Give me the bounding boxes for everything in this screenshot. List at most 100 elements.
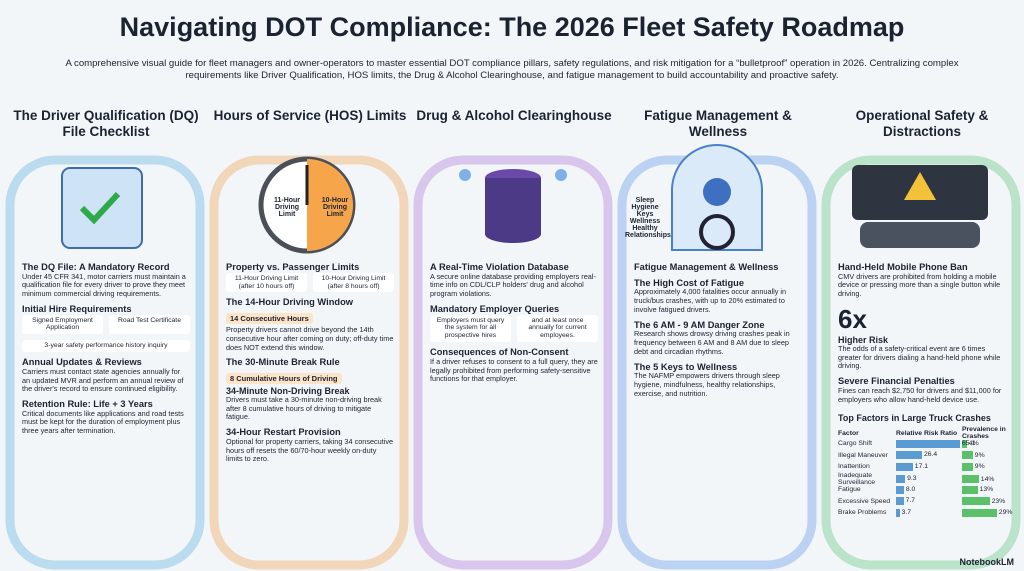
prevalence-cell: 9% xyxy=(962,451,1018,460)
section-text: Fines can reach $2,750 for drivers and $… xyxy=(838,385,1002,404)
risk-bar: 8.0 xyxy=(896,485,915,494)
section-text: Property drivers cannot drive beyond the… xyxy=(226,325,394,352)
section: Consequences of Non-Consent If a driver r… xyxy=(430,347,598,384)
section-text: Approximately 4,000 fatalities occur ann… xyxy=(634,287,787,314)
prevalence-bar xyxy=(962,485,978,494)
section-title: Initial Hire Requirements xyxy=(22,303,132,314)
illustration: Sleep Hygiene Keys Wellness Healthy Relati… xyxy=(620,152,816,262)
risk-bar: 65.1 xyxy=(896,439,975,448)
section-title: The 14-Hour Driving Window xyxy=(226,297,353,308)
section-title: Annual Updates & Reviews xyxy=(22,357,142,368)
road xyxy=(413,155,613,570)
section: The 5 Keys to Wellness The NAFMP empowers… xyxy=(634,362,802,399)
risk-value: 26.4 xyxy=(923,451,938,459)
prevalence-bar xyxy=(962,462,973,471)
prevalence-cell: 29% xyxy=(962,508,1018,517)
table-title: Top Factors in Large Truck Crashes xyxy=(838,413,991,424)
column: Operational Safety & Distractions Hand-He… xyxy=(824,108,1020,566)
risk-value: 8.0 xyxy=(905,485,916,493)
road xyxy=(5,155,205,570)
item-list: Employers must query the system for all … xyxy=(430,314,598,343)
crash-table: Top Factors in Large Truck Crashes Factor… xyxy=(838,413,1012,518)
callout: 14 Consecutive Hours xyxy=(226,313,313,324)
section: The 30-Minute Break Rule 8 Cumulative Hou… xyxy=(226,357,394,422)
column: Drug & Alcohol Clearinghouse A Real-Time … xyxy=(416,108,612,566)
item: Road Test Certificate xyxy=(109,314,190,335)
clock-icon xyxy=(258,156,356,254)
illustration: 11-Hour Driving Limit 10-Hour Driving Lim… xyxy=(212,152,408,262)
prevalence-value: 9% xyxy=(974,463,985,471)
section: The 6 AM - 9 AM Danger Zone Research show… xyxy=(634,320,802,357)
table-row: Illegal Maneuver 26.4 9% xyxy=(838,449,1006,461)
factor: Inadequate Surveillance xyxy=(838,472,876,487)
section-title: 34-Hour Restart Provision xyxy=(226,427,341,438)
dashboard-icon xyxy=(852,165,988,248)
column-heading: Fatigue Management & Wellness xyxy=(644,108,792,139)
footer: NotebookLM xyxy=(959,557,1015,567)
prevalence-value: 14% xyxy=(980,475,995,483)
illustration-label: 11-Hour Driving Limit xyxy=(273,197,301,218)
section-title: Retention Rule: Life + 3 Years xyxy=(22,399,153,409)
section: Annual Updates & Reviews Carriers must co… xyxy=(22,357,190,394)
column-body: Property vs. Passenger Limits 11-Hour Dri… xyxy=(212,262,408,464)
table-row: Excessive Speed 7.7 23% xyxy=(838,495,1006,507)
item: and at least once annually for current e… xyxy=(517,314,598,343)
column-body: Fatigue Management & Wellness The High Co… xyxy=(620,262,816,399)
prevalence-value: 13% xyxy=(979,486,994,494)
section: 6x Higher Risk The odds of a safety-critic… xyxy=(838,304,1006,371)
section-title: A Real-Time Violation Database xyxy=(430,262,569,272)
section-title: The High Cost of Fatigue xyxy=(634,277,745,288)
table-header: Factor Relative Risk Ratio Prevalence in C… xyxy=(838,426,1006,440)
prevalence-value: 23% xyxy=(991,497,1006,505)
illustration xyxy=(416,152,612,262)
column-heading: The Driver Qualification (DQ) File Check… xyxy=(13,108,199,139)
section: Mandatory Employer Queries Employers must… xyxy=(430,303,598,343)
illustration-label: 10-Hour Driving Limit xyxy=(321,197,349,218)
illustration-label: Healthy Relationships xyxy=(625,225,671,239)
section: Retention Rule: Life + 3 Years Critical d… xyxy=(22,399,190,436)
section-text: The odds of a safety-critical event are … xyxy=(838,343,1001,371)
section-title: Mandatory Employer Queries xyxy=(430,303,560,314)
section-subtitle: Higher Risk xyxy=(838,334,889,345)
risk-bar: 26.4 xyxy=(896,451,937,460)
item-list: Signed Employment Application Road Test C… xyxy=(22,314,190,353)
section-text: Critical documents like applications and… xyxy=(22,408,184,436)
section-text: Research shows drowsy driving crashes pe… xyxy=(634,329,790,356)
callout: 8 Cumulative Hours of Driving xyxy=(226,372,342,384)
prevalence-bar xyxy=(962,475,979,484)
prevalence-cell: 13% xyxy=(962,485,1018,494)
prevalence-value: 4% xyxy=(968,440,979,448)
section-title: The 30-Minute Break Rule xyxy=(226,357,340,368)
factor: Cargo Shift xyxy=(838,440,873,448)
column: The Driver Qualification (DQ) File Check… xyxy=(8,108,204,566)
dq-cabinet-icon xyxy=(61,167,143,249)
section: A Real-Time Violation Database A secure o… xyxy=(430,262,598,299)
item: 10-Hour Driving Limit (after 8 hours off… xyxy=(313,272,394,293)
road xyxy=(821,155,1021,570)
prevalence-cell: 23% xyxy=(962,497,1018,506)
item-list: 11-Hour Driving Limit (after 10 hours of… xyxy=(226,272,394,293)
factor: Fatigue xyxy=(838,486,861,494)
item: Signed Employment Application xyxy=(22,314,103,335)
section-text: Under 45 CFR 341, motor carriers must ma… xyxy=(22,271,186,299)
section-title: Severe Financial Penalties xyxy=(838,376,955,387)
risk-value: 65.1 xyxy=(962,439,976,447)
section: The High Cost of Fatigue Approximately 4,… xyxy=(634,278,802,315)
section-text: If a driver refuses to consent to a full… xyxy=(430,356,598,384)
section-text: CMV drivers are prohibited from holding … xyxy=(838,271,1001,299)
factor: Illegal Maneuver xyxy=(838,451,888,459)
prevalence-value: 9% xyxy=(974,451,985,459)
table-row: Cargo Shift 65.1 4% xyxy=(838,438,1006,450)
item: Employers must query the system for all … xyxy=(430,314,511,343)
section: Initial Hire Requirements Signed Employme… xyxy=(22,303,190,353)
section-title: Hand-Held Mobile Phone Ban xyxy=(838,262,968,272)
table-row: Inattention 17.1 9% xyxy=(838,461,1006,473)
prevalence-bar xyxy=(962,439,967,448)
prevalence-cell: 14% xyxy=(962,475,1018,484)
risk-value: 17.1 xyxy=(914,462,929,470)
section: 34-Hour Restart Provision Optional for pr… xyxy=(226,427,394,464)
prevalence-cell: 9% xyxy=(962,462,1018,471)
title: Navigating DOT Compliance: The 2026 Flee… xyxy=(119,12,905,42)
illustration-label: Keys Wellness xyxy=(629,211,661,225)
prevalence-bar xyxy=(962,508,997,517)
